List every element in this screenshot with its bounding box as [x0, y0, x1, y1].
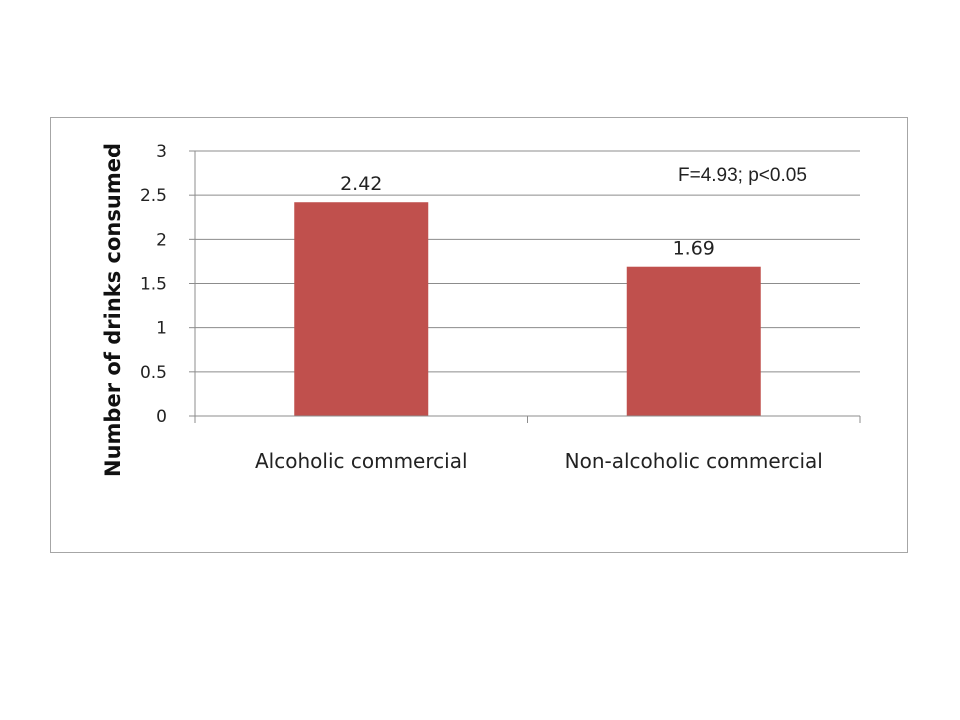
y-tick-label: 1 — [156, 319, 167, 339]
bar — [294, 202, 429, 416]
y-tick-label: 2 — [156, 230, 167, 250]
x-category-label: Alcoholic commercial — [255, 449, 468, 473]
x-category-label: Non-alcoholic commercial — [565, 449, 823, 473]
bar — [626, 266, 761, 416]
stat-annotation: F=4.93; p<0.05 — [678, 165, 807, 186]
chart-frame — [50, 117, 908, 553]
y-tick-label: 1.5 — [140, 275, 167, 295]
data-label: 2.42 — [340, 173, 382, 195]
y-tick-label: 3 — [156, 142, 167, 162]
y-tick-label: 2.5 — [140, 186, 167, 206]
y-axis-title: Number of drinks consumed — [101, 143, 125, 477]
axes — [189, 150, 861, 423]
data-label: 1.69 — [673, 238, 715, 260]
bars — [294, 202, 761, 416]
y-tick-label: 0.5 — [140, 363, 167, 383]
labels: 0 0.5 1 1.5 2 2.5 3 2.42 Alcoholic commercial 1.6… — [140, 142, 823, 473]
y-tick-label: 0 — [156, 407, 167, 427]
